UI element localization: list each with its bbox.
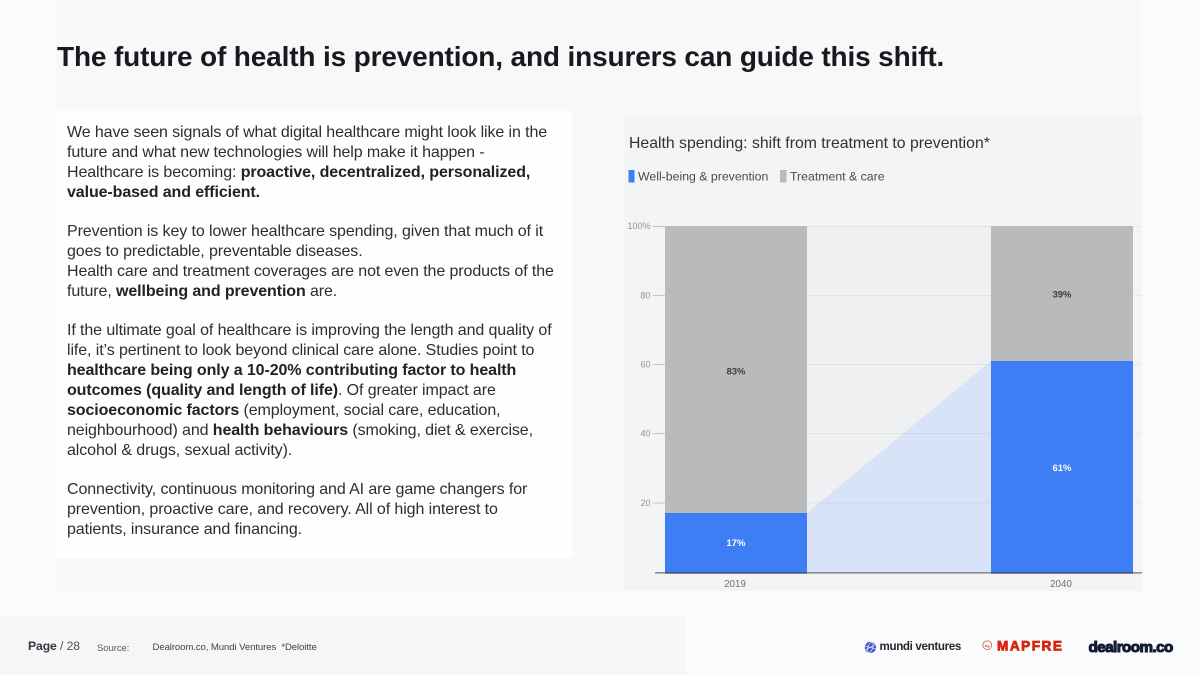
svg-text:2040: 2040 bbox=[1050, 579, 1072, 590]
svg-text:40: 40 bbox=[640, 429, 650, 439]
svg-text:80: 80 bbox=[640, 291, 650, 301]
svg-text:Health spending: shift from tr: Health spending: shift from treatment to… bbox=[629, 135, 990, 152]
svg-text:dealroom.co: dealroom.co bbox=[1089, 639, 1174, 656]
svg-text:83%: 83% bbox=[726, 367, 746, 378]
svg-text:20: 20 bbox=[640, 498, 650, 508]
svg-text:39%: 39% bbox=[1052, 290, 1072, 301]
svg-text:61%: 61% bbox=[1052, 463, 1072, 474]
svg-text:Well-being & prevention: Well-being & prevention bbox=[638, 170, 768, 184]
svg-text:Treatment & care: Treatment & care bbox=[790, 170, 885, 184]
svg-text:2019: 2019 bbox=[724, 579, 746, 590]
svg-text:mundi ventures: mundi ventures bbox=[880, 640, 961, 653]
svg-text:60: 60 bbox=[640, 360, 650, 370]
svg-text:17%: 17% bbox=[726, 538, 746, 549]
svg-text:100%: 100% bbox=[627, 221, 650, 231]
svg-text:MAPFRE: MAPFRE bbox=[997, 639, 1063, 654]
